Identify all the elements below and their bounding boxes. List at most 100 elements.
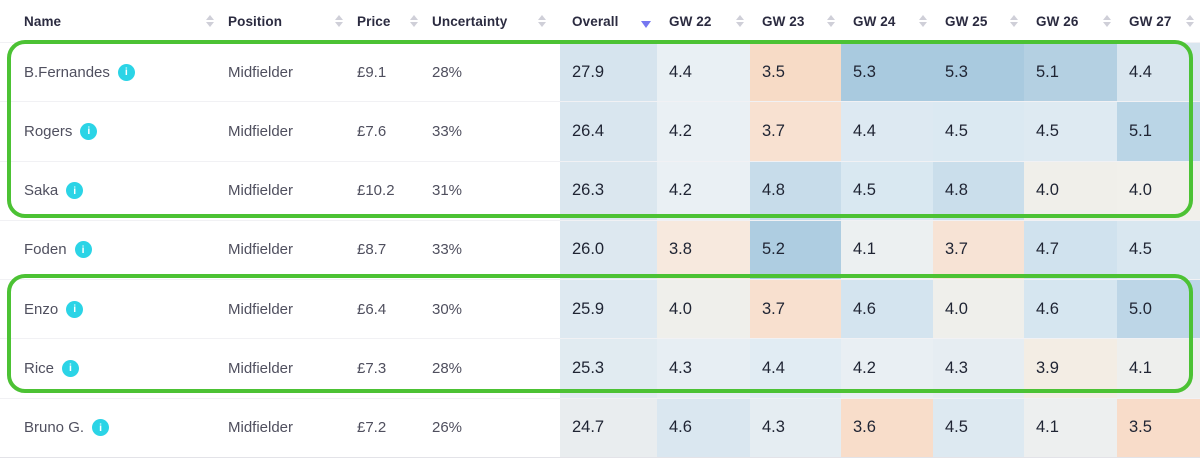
column-header-label: GW 24: [853, 13, 896, 29]
sort-icon[interactable]: [827, 15, 835, 27]
gw-score-cell: 4.3: [750, 398, 841, 457]
overall-score-cell: 26.0: [560, 220, 657, 280]
gw-score-cell: 4.5: [1024, 102, 1117, 161]
gw-score-cell: 3.9: [1024, 339, 1117, 398]
gw-score-cell: 4.5: [1117, 220, 1200, 280]
triangle-down: [827, 22, 835, 27]
price-cell: £6.4: [357, 300, 387, 318]
gw-score-cell: 4.0: [1024, 161, 1117, 220]
gw-score-cell: 4.1: [841, 220, 933, 280]
triangle-up: [1010, 15, 1018, 20]
price-cell: £8.7: [357, 241, 387, 259]
column-header-gw-22[interactable]: GW 22: [657, 0, 750, 42]
triangle-up: [736, 15, 744, 20]
price-cell: £7.2: [357, 419, 387, 437]
triangle-up: [919, 15, 927, 20]
sort-icon[interactable]: [1010, 15, 1018, 27]
gw-score-cell: 4.2: [657, 102, 750, 161]
table-row-b-fernandes: B.Fernandes i Midfielder £9.1 28% 27.9 4.4 3.5 5…: [0, 42, 1200, 102]
player-name-cell: Saka i: [0, 162, 228, 220]
gw-score-cell: 3.7: [750, 102, 841, 161]
triangle-down: [1103, 22, 1111, 27]
triangle-down: [641, 20, 651, 28]
gw-score-cell: 4.5: [933, 398, 1024, 457]
sort-icon[interactable]: [335, 15, 343, 27]
column-header-label: Overall: [572, 13, 619, 29]
player-name-cell: Enzo i: [0, 280, 228, 338]
sort-icon[interactable]: [736, 15, 744, 27]
gw-score-cell: 4.4: [657, 43, 750, 102]
sort-icon[interactable]: [1103, 15, 1111, 27]
triangle-up: [206, 15, 214, 20]
triangle-up: [410, 15, 418, 20]
column-header-label: Uncertainty: [432, 13, 508, 29]
player-name-cell: Bruno G. i: [0, 399, 228, 457]
gw-score-cell: 4.5: [933, 102, 1024, 161]
column-header-price[interactable]: Price: [357, 0, 432, 42]
triangle-up: [827, 15, 835, 20]
position-cell: Midfielder: [228, 300, 294, 318]
info-icon[interactable]: i: [117, 63, 135, 81]
overall-score-cell: 25.9: [560, 280, 657, 339]
table-row-foden: Foden i Midfielder £8.7 33% 26.0 3.8 5.2 4.1 3.7 4…: [0, 219, 1200, 280]
gw-score-cell: 3.7: [750, 280, 841, 339]
price-cell: £10.2: [357, 182, 395, 200]
uncertainty-cell: 26%: [432, 419, 463, 437]
uncertainty-cell: 31%: [432, 182, 463, 200]
gw-score-cell: 4.2: [841, 339, 933, 398]
info-icon[interactable]: i: [66, 182, 84, 200]
triangle-down: [1010, 22, 1018, 27]
column-header-label: Position: [228, 13, 283, 29]
gw-score-cell: 4.8: [750, 161, 841, 220]
info-icon[interactable]: i: [66, 300, 84, 318]
sort-icon[interactable]: [538, 15, 546, 27]
overall-score-cell: 26.4: [560, 102, 657, 161]
gw-score-cell: 4.4: [841, 102, 933, 161]
gw-score-cell: 5.3: [841, 43, 933, 102]
gw-score-cell: 5.0: [1117, 280, 1200, 339]
triangle-up: [1186, 15, 1194, 20]
column-header-gw-23[interactable]: GW 23: [750, 0, 841, 42]
column-header-gw-27[interactable]: GW 27: [1117, 0, 1200, 42]
position-cell: Midfielder: [228, 63, 294, 81]
table-row-bruno-g: Bruno G. i Midfielder £7.2 26% 24.7 4.6 4.3 3.6 4…: [0, 397, 1200, 457]
player-name-cell: Foden i: [0, 221, 228, 279]
column-header-name[interactable]: Name: [0, 0, 228, 42]
column-header-gw-24[interactable]: GW 24: [841, 0, 933, 42]
position-cell: Midfielder: [228, 182, 294, 200]
info-icon[interactable]: i: [80, 122, 98, 140]
triangle-down: [919, 22, 927, 27]
info-icon[interactable]: i: [92, 419, 110, 437]
uncertainty-cell: 30%: [432, 300, 463, 318]
info-icon[interactable]: i: [62, 359, 80, 377]
info-icon[interactable]: i: [74, 241, 92, 259]
column-header-label: GW 22: [669, 13, 712, 29]
player-name: Enzo: [24, 300, 59, 318]
overall-score-cell: 27.9: [560, 43, 657, 102]
triangle-up: [335, 15, 343, 20]
uncertainty-cell: 28%: [432, 359, 463, 377]
position-cell: Midfielder: [228, 359, 294, 377]
player-name-cell: B.Fernandes i: [0, 43, 228, 101]
column-header-label: GW 25: [945, 13, 988, 29]
sort-icon[interactable]: [919, 15, 927, 27]
player-name: Saka: [24, 182, 59, 200]
sort-icon[interactable]: [410, 15, 418, 27]
column-header-gw-25[interactable]: GW 25: [933, 0, 1024, 42]
triangle-down: [736, 22, 744, 27]
gw-score-cell: 3.5: [750, 43, 841, 102]
sort-icon[interactable]: [206, 15, 214, 27]
column-header-label: GW 27: [1129, 13, 1172, 29]
table-row-rice: Rice i Midfielder £7.3 28% 25.3 4.3 4.4 4.2 4.3 3.…: [0, 338, 1200, 398]
header-row: Name Position Price Uncertainty Overall GW 22…: [0, 0, 1200, 42]
column-header-uncertainty[interactable]: Uncertainty: [432, 0, 560, 42]
sort-desc-icon[interactable]: [641, 20, 651, 28]
player-name: Foden: [24, 241, 67, 259]
sort-icon[interactable]: [1186, 15, 1194, 27]
column-header-position[interactable]: Position: [228, 0, 357, 42]
column-header-overall[interactable]: Overall: [560, 0, 657, 42]
gw-score-cell: 4.0: [1117, 161, 1200, 220]
table-body: B.Fernandes i Midfielder £9.1 28% 27.9 4.4 3.5 5…: [0, 42, 1200, 458]
column-header-gw-26[interactable]: GW 26: [1024, 0, 1117, 42]
